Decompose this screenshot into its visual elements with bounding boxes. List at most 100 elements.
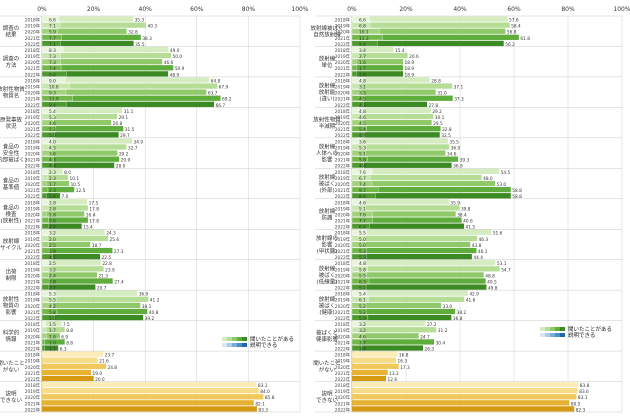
bar-heard-value: 56.8 xyxy=(507,30,517,36)
year-label: 2021年 xyxy=(25,400,41,407)
group-label: 聞いたことがない xyxy=(0,360,25,374)
bar-heard-value: 37.1 xyxy=(454,85,464,91)
bar-explain xyxy=(41,308,58,315)
bar-heard xyxy=(42,308,148,315)
bar-heard-value: 29.7 xyxy=(120,133,130,139)
bar-heard-value: 35.5 xyxy=(135,42,145,48)
bar-heard xyxy=(352,284,487,290)
group-label-line: 検査 xyxy=(5,210,17,218)
bar-explain xyxy=(351,83,361,89)
bar-explain-value: 2.8 xyxy=(49,200,56,206)
year-label: 2019年 xyxy=(335,144,351,151)
bar-explain xyxy=(351,266,368,272)
year-label: 2018年 xyxy=(335,382,351,389)
bar-heard xyxy=(352,278,486,284)
year-label: 2022年 xyxy=(335,193,351,200)
bar-explain xyxy=(41,339,45,345)
legend-swatch-heard xyxy=(560,327,565,331)
group-label-line: 制限 xyxy=(5,274,17,282)
bar-heard xyxy=(352,168,500,174)
bar-heard xyxy=(42,235,109,242)
bar-explain-value: 5.0 xyxy=(359,243,366,249)
legend-swatch-heard xyxy=(232,337,237,341)
bar-heard xyxy=(352,28,506,34)
legend-swatch-heard xyxy=(540,327,545,331)
bar-explain-value: 1.0 xyxy=(49,340,56,346)
bar-heard xyxy=(352,223,465,229)
bar-explain xyxy=(41,186,49,193)
bar-heard xyxy=(352,314,452,321)
bar-explain-value: 5.0 xyxy=(359,237,366,243)
bar-heard-value: 50.9 xyxy=(175,66,185,72)
bar-heard-value: 36.9 xyxy=(453,164,463,170)
bar-heard-value: 83.8 xyxy=(580,383,590,389)
bar-heard xyxy=(352,77,430,83)
bar-heard xyxy=(42,302,141,309)
bar-heard xyxy=(352,260,496,266)
bar-explain-value: 1.1 xyxy=(49,346,56,352)
bar-explain-value: 10.8 xyxy=(49,85,59,91)
year-label: 2020年 xyxy=(25,394,41,401)
bar-heard-value: 35.9 xyxy=(450,200,460,206)
bar-heard xyxy=(352,34,519,40)
year-label: 2020年 xyxy=(25,120,41,127)
bar-heard xyxy=(352,266,500,272)
group-label-line: 情報 xyxy=(5,335,17,343)
bar-heard xyxy=(42,71,169,77)
group-label-line: 被ばく xyxy=(319,271,336,279)
bar-explain xyxy=(41,162,54,169)
group-label-line: (健康) xyxy=(319,308,334,316)
x-tick-label: 40% xyxy=(139,6,153,13)
year-label: 2020年 xyxy=(335,272,351,279)
bar-explain-value: 4.8 xyxy=(359,261,366,267)
bar-explain xyxy=(41,40,61,47)
bar-heard xyxy=(352,162,452,168)
group-label-line: 放射能 xyxy=(319,88,336,96)
year-label: 2018年 xyxy=(25,352,41,359)
bar-heard xyxy=(352,22,510,28)
bar-explain-value: 9.0 xyxy=(49,78,56,84)
bar-heard xyxy=(42,193,61,199)
bar-heard xyxy=(352,174,482,181)
group-label-line: 被ばく xyxy=(319,301,336,309)
year-label: 2019年 xyxy=(25,84,41,91)
bar-heard-value: 32.8 xyxy=(128,30,138,36)
group-label: 食品の基準値 xyxy=(3,176,20,191)
bar-heard xyxy=(352,46,394,53)
bar-heard xyxy=(42,77,210,83)
bar-heard xyxy=(42,162,115,168)
group-label-line: 被ばく xyxy=(319,180,336,188)
group-label-line: 放射性物質 xyxy=(0,85,25,93)
year-label: 2019年 xyxy=(25,388,41,395)
group-label-line: 放射線 xyxy=(319,264,336,272)
bar-explain xyxy=(351,259,366,266)
year-label: 2018年 xyxy=(335,77,351,84)
bar-explain-value: 4.4 xyxy=(49,164,56,170)
bar-heard xyxy=(42,180,70,187)
bar-heard-value: 10.5 xyxy=(71,182,81,188)
bar-heard-value: 22.5 xyxy=(102,255,112,261)
year-label: 2021年 xyxy=(25,187,41,194)
bar-explain xyxy=(41,71,67,77)
bar-heard-value: 54.7 xyxy=(501,267,511,273)
bar-heard-value: 50.0 xyxy=(173,54,183,60)
bar-explain-value: 4.8 xyxy=(359,109,366,115)
bar-explain xyxy=(41,150,52,156)
bar-explain xyxy=(351,241,366,248)
bar-heard xyxy=(42,375,94,382)
bar-heard-value: 46.1 xyxy=(478,249,488,255)
bar-heard xyxy=(352,302,442,309)
bar-explain xyxy=(351,278,370,284)
bar-heard xyxy=(42,406,257,412)
bar-explain xyxy=(41,64,62,71)
bar-explain xyxy=(351,211,373,217)
bar-heard-value: 83.1 xyxy=(578,395,588,401)
year-label: 2018年 xyxy=(335,321,351,328)
year-label: 2022年 xyxy=(25,41,41,48)
year-label: 2022年 xyxy=(335,285,351,292)
bar-heard-value: 38.1 xyxy=(142,304,152,310)
group-label: 放射線放射能(違い) xyxy=(319,82,336,103)
bar-explain-value: 4.4 xyxy=(359,164,366,170)
bar-explain xyxy=(41,89,67,95)
